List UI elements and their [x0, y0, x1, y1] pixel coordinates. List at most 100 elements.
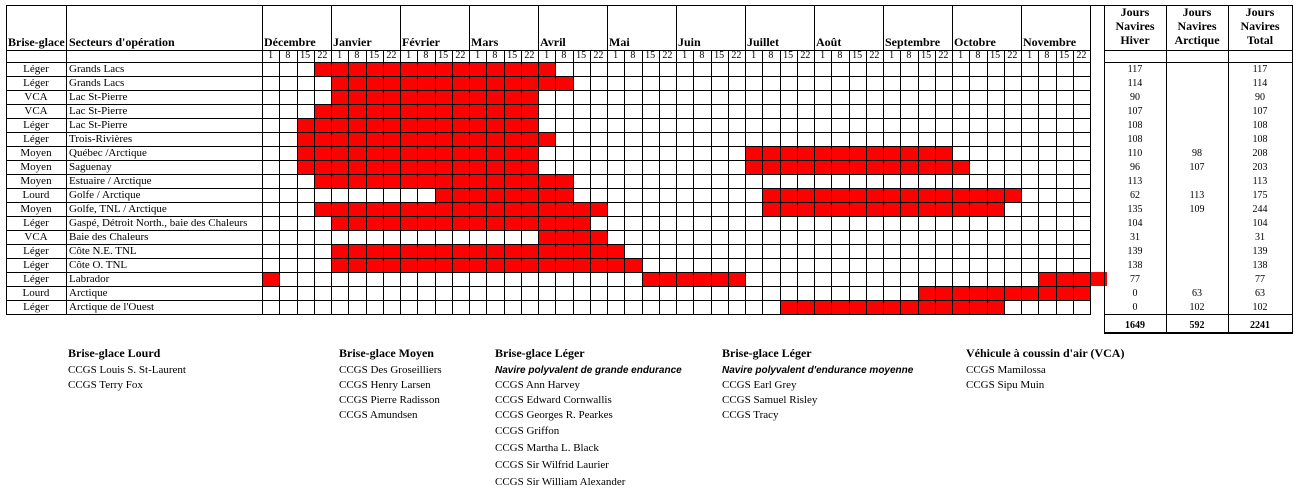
week-label: 8	[699, 50, 705, 61]
grid-line	[6, 244, 1090, 245]
grid-line	[435, 50, 436, 315]
days-arctic: 102	[1189, 302, 1205, 313]
icebreaker-type: Léger	[23, 301, 49, 313]
schedule-bar	[745, 160, 970, 174]
days-winter: 114	[1127, 78, 1143, 89]
grid-line	[1104, 314, 1292, 315]
week-label: 8	[561, 50, 567, 61]
days-total: 108	[1252, 134, 1268, 145]
grid-line	[383, 50, 384, 315]
days-winter: 110	[1127, 148, 1143, 159]
week-label: 8	[768, 50, 774, 61]
operation-sector: Côte N.E. TNL	[69, 245, 137, 257]
grid-line	[6, 202, 1090, 203]
week-label: 15	[576, 50, 587, 61]
days-total: 117	[1252, 64, 1268, 75]
grid-line	[400, 5, 401, 315]
week-label: 8	[630, 50, 636, 61]
summary-column-header: Hiver	[1120, 33, 1150, 47]
grid-line	[1166, 5, 1167, 334]
month-label: Septembre	[885, 35, 941, 49]
week-label: 22	[800, 50, 811, 61]
days-total: 113	[1252, 176, 1268, 187]
month-label: Novembre	[1023, 35, 1077, 49]
grid-line	[969, 50, 970, 315]
icebreaker-type: Léger	[23, 217, 49, 229]
days-arctic: 109	[1189, 204, 1205, 215]
grid-line	[6, 50, 1090, 51]
days-total: 104	[1252, 218, 1268, 229]
schedule-bar	[1038, 286, 1090, 300]
type-column-header: Brise-glace	[8, 35, 65, 49]
vessel-name: CCGS Terry Fox	[68, 379, 143, 391]
legend-group: Brise-glace Léger Navire polyvalent d'end…	[722, 346, 913, 423]
grid-line	[6, 118, 1090, 119]
grid-line	[1090, 5, 1091, 315]
days-winter: 135	[1127, 204, 1143, 215]
week-label: 1	[268, 50, 274, 61]
days-total: 108	[1252, 120, 1268, 131]
legend-group-title: Brise-glace Moyen	[339, 346, 434, 360]
week-label: 15	[714, 50, 725, 61]
vessel-name: CCGS Ann Harvey	[495, 379, 580, 391]
grid-line	[6, 174, 1090, 175]
grid-line	[297, 50, 298, 315]
week-label: 8	[285, 50, 291, 61]
operation-sector: Saguenay	[69, 161, 112, 173]
icebreaker-type: Léger	[23, 63, 49, 75]
days-winter: 62	[1130, 190, 1140, 201]
schedule-bar	[779, 300, 1004, 314]
days-total: 114	[1252, 78, 1268, 89]
grid-line	[590, 50, 591, 315]
schedule-bar	[331, 216, 590, 230]
grid-line	[814, 5, 815, 315]
grid-line	[642, 50, 643, 315]
week-label: 8	[354, 50, 360, 61]
days-arctic: 107	[1189, 162, 1205, 173]
week-label: 15	[438, 50, 449, 61]
grid-line	[6, 104, 1090, 105]
vessel-name: CCGS Tracy	[722, 409, 779, 421]
vessel-name: CCGS Henry Larsen	[339, 379, 431, 391]
vessel-name: CCGS Georges R. Pearkes	[495, 409, 613, 421]
icebreaker-type: Moyen	[20, 175, 52, 187]
week-label: 22	[662, 50, 673, 61]
vessel-name: CCGS Amundsen	[339, 409, 418, 421]
vessel-name: CCGS Samuel Risley	[722, 394, 818, 406]
grid-line	[693, 50, 694, 315]
days-winter: 108	[1127, 120, 1143, 131]
grid-line	[6, 314, 1090, 315]
grid-line	[1004, 50, 1005, 315]
grid-line	[952, 5, 953, 315]
vessel-name: CCGS Edward Cornwallis	[495, 394, 612, 406]
grid-line	[1228, 5, 1229, 334]
grid-line	[987, 50, 988, 315]
days-total: 77	[1255, 274, 1265, 285]
operation-sector: Lac St-Pierre	[69, 91, 128, 103]
week-label: 1	[751, 50, 757, 61]
operation-sector: Golfe / Arctique	[69, 189, 141, 201]
vessel-name: CCGS Martha L. Black	[495, 442, 599, 454]
grid-line	[331, 5, 332, 315]
grid-line	[6, 216, 1090, 217]
days-total: 102	[1252, 302, 1268, 313]
icebreaker-type: Moyen	[20, 161, 52, 173]
days-winter: 117	[1127, 64, 1143, 75]
schedule-bar	[331, 244, 625, 258]
days-winter: 0	[1132, 288, 1138, 299]
grid-line	[486, 50, 487, 315]
summary-column-header: Navires	[1115, 19, 1155, 33]
week-label: 22	[593, 50, 604, 61]
grid-line	[1104, 333, 1292, 334]
operation-sector: Labrador	[69, 273, 110, 285]
grid-line	[1038, 50, 1039, 315]
grid-line	[728, 50, 729, 315]
grid-line	[900, 50, 901, 315]
vessel-name: CCGS Des Groseilliers	[339, 364, 442, 376]
days-winter: 107	[1127, 106, 1143, 117]
days-winter: 104	[1127, 218, 1143, 229]
week-label: 22	[1076, 50, 1087, 61]
schedule-bar	[313, 174, 573, 188]
grid-line	[762, 50, 763, 315]
summary-column-header: Navires	[1177, 19, 1217, 33]
